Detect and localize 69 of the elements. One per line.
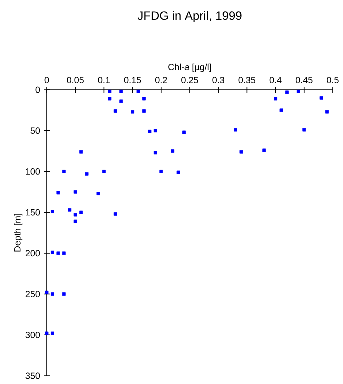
y-tick-label: 200 xyxy=(26,250,40,257)
point xyxy=(120,90,124,94)
point xyxy=(62,170,66,174)
x-tick-label: 0.25 xyxy=(182,77,198,84)
x-tick-label: 0.2 xyxy=(155,77,168,84)
point xyxy=(142,110,146,113)
point xyxy=(262,148,266,152)
point xyxy=(62,252,66,256)
point xyxy=(160,170,164,174)
point xyxy=(154,129,158,133)
point xyxy=(296,90,300,94)
point xyxy=(154,151,158,155)
chart-title: JFDG in April, 1999 xyxy=(138,11,242,22)
y-tick-label: 50 xyxy=(30,128,40,134)
point xyxy=(85,172,89,176)
point xyxy=(142,97,146,101)
point xyxy=(56,252,60,256)
point xyxy=(302,128,306,132)
point xyxy=(62,292,66,296)
y-tick-label: 0 xyxy=(36,86,40,94)
point xyxy=(80,210,84,214)
x-tick-label: 0.45 xyxy=(296,77,313,84)
point xyxy=(234,128,238,132)
point xyxy=(45,332,49,336)
x-tick-label: 0.15 xyxy=(124,77,142,84)
y-tick-label: 300 xyxy=(26,332,40,338)
point xyxy=(114,110,118,113)
y-axis-title: Depth [m] xyxy=(14,214,23,252)
point xyxy=(182,130,186,134)
x-tick-label: 0.05 xyxy=(67,77,84,84)
point xyxy=(51,332,54,336)
point xyxy=(286,90,289,94)
point xyxy=(176,170,180,174)
y-tick-label: 250 xyxy=(26,291,40,298)
x-tick-label: 0.35 xyxy=(238,77,256,84)
x-tick-label: 0.5 xyxy=(327,77,339,84)
point xyxy=(56,191,60,195)
point xyxy=(131,110,134,114)
point xyxy=(102,170,106,174)
y-tick-label: 350 xyxy=(26,372,40,380)
x-tick-label: 0.3 xyxy=(212,77,224,84)
point xyxy=(74,220,78,224)
x-axis-title: Chl-a [µg/l] xyxy=(168,64,212,72)
point xyxy=(51,250,54,254)
point xyxy=(120,100,124,104)
point xyxy=(240,150,244,154)
point xyxy=(326,110,329,114)
point xyxy=(136,90,140,94)
point xyxy=(171,150,175,153)
point xyxy=(74,190,78,194)
point xyxy=(45,290,49,294)
point xyxy=(114,212,118,216)
point xyxy=(80,150,84,154)
point xyxy=(96,192,100,196)
point xyxy=(274,97,278,101)
y-tick-label: 100 xyxy=(26,168,40,175)
point xyxy=(280,108,284,112)
x-tick-label: 0 xyxy=(44,77,50,84)
point xyxy=(51,210,54,214)
x-tick-label: 0.4 xyxy=(270,77,282,84)
x-tick-label: 0.1 xyxy=(98,77,110,84)
point xyxy=(108,90,112,94)
point xyxy=(51,292,54,296)
y-tick-label: 150 xyxy=(26,209,40,216)
point xyxy=(68,208,72,212)
point xyxy=(320,96,324,100)
point xyxy=(108,97,112,101)
point xyxy=(148,130,152,134)
point xyxy=(74,213,78,217)
